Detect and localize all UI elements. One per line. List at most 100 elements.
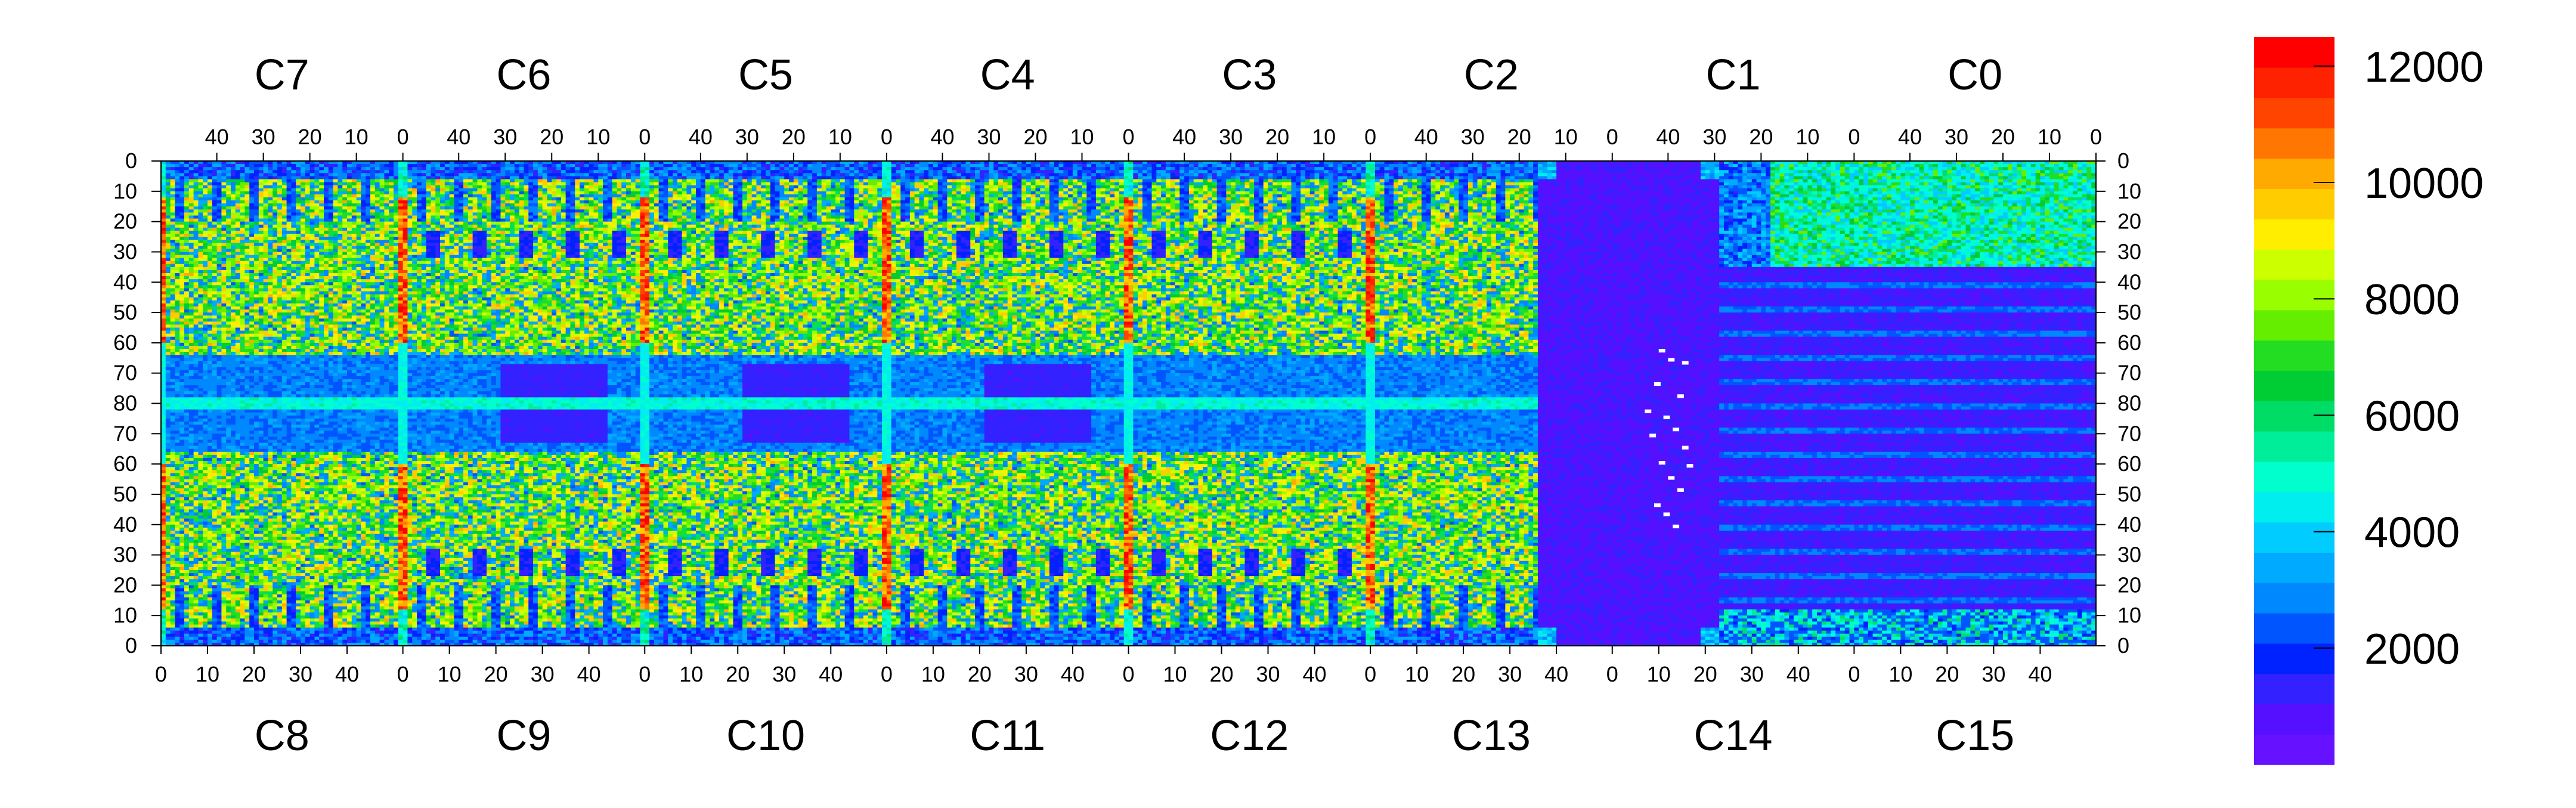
heatmap-cell [1817,173,1822,177]
heatmap-cell [1668,164,1673,168]
heatmap-cell [608,167,612,171]
heatmap-cell [1738,164,1742,168]
heatmap-cell [324,173,329,177]
heatmap-cell [1021,170,1026,174]
heatmap-cell [1938,170,1943,174]
heatmap-cell [370,173,375,177]
heatmap-cell [598,170,603,174]
heatmap-cell [1761,164,1766,168]
heatmap-cell [1933,173,1938,177]
heatmap-cell [324,164,329,168]
heatmap-cell [696,173,701,177]
heatmap-cell [598,176,603,179]
heatmap-cell [1868,164,1873,168]
heatmap-cell [1784,164,1789,168]
heatmap-cell [784,170,789,174]
heatmap-cell [1589,167,1594,171]
heatmap-cell [1505,167,1510,171]
heatmap-cell [1714,173,1719,177]
heatmap-cell [1561,167,1566,171]
heatmap-cell [1538,170,1543,174]
heatmap-cell [686,176,691,179]
heatmap-cell [1175,173,1180,177]
heatmap-cell [705,164,710,168]
heatmap-cell [1919,164,1924,168]
heatmap-cell [1724,170,1729,174]
heatmap-cell [1231,164,1236,168]
heatmap-cell [752,173,757,177]
heatmap-cell [1124,170,1129,174]
heatmap-cell [1133,170,1138,174]
heatmap-cell [775,173,780,177]
heatmap-cell [301,170,305,174]
heatmap-cell [705,170,710,174]
heatmap-cell [1101,173,1106,177]
heatmap-cell [1952,173,1956,177]
heatmap-cell [1124,164,1129,168]
heatmap-cell [361,164,366,168]
heatmap-cell [831,167,835,171]
heatmap-cell [2003,167,2008,171]
heatmap-cell [663,167,668,171]
heatmap-cell [1203,164,1208,168]
heatmap-cell [226,173,231,177]
heatmap-cell [1798,164,1803,168]
heatmap-cell [1473,167,1478,171]
heatmap-cell [226,176,231,179]
heatmap-cell [1561,173,1566,177]
heatmap-cell [1803,164,1808,168]
heatmap-cell [1045,167,1049,171]
heatmap-cell [1659,167,1664,171]
heatmap-cell [1733,164,1738,168]
heatmap-cell [1119,170,1124,174]
heatmap-cell [1766,164,1770,168]
heatmap-cell [668,173,673,177]
heatmap-cell [733,173,738,177]
heatmap-cell [691,170,696,174]
heatmap-cell [1719,173,1724,177]
heatmap-cell [1152,173,1157,177]
heatmap-cell [1835,167,1840,171]
heatmap-cell [268,170,273,174]
heatmap-cell [621,170,626,174]
heatmap-cell [1254,167,1259,171]
heatmap-cell [915,173,919,177]
heatmap-cell [1947,173,1952,177]
heatmap-cell [1561,170,1566,174]
heatmap-cell [580,176,584,179]
heatmap-cell [1673,170,1677,174]
heatmap-cell [1961,173,1966,177]
heatmap-cell [705,176,710,179]
heatmap-cell [249,173,254,177]
heatmap-cell [1528,167,1533,171]
heatmap-cell [956,164,961,168]
heatmap-cell [1268,173,1273,177]
heatmap-cell [1538,173,1543,177]
heatmap-cell [938,173,943,177]
heatmap-cell [384,170,389,174]
heatmap-cell [961,173,966,177]
heatmap-cell [1324,170,1329,174]
heatmap-cell [1812,170,1817,174]
heatmap-cell [1891,170,1896,174]
heatmap-cell [1742,167,1747,171]
heatmap-cell [1463,170,1468,174]
heatmap-cell [1347,173,1352,177]
heatmap-cell [296,164,301,168]
heatmap-cell [1119,164,1124,168]
heatmap-cell [389,170,394,174]
heatmap-cell [2082,173,2087,177]
heatmap-cell [1338,164,1343,168]
heatmap-cell [1608,170,1612,174]
heatmap-cell [794,167,798,171]
heatmap-cell [1063,173,1068,177]
heatmap-cell [1952,167,1956,171]
heatmap-cell [1850,167,1854,171]
heatmap-cell [561,164,566,168]
heatmap-cell [1696,167,1701,171]
heatmap-cell [1649,164,1654,168]
heatmap-cell [603,167,608,171]
heatmap-cell [1254,173,1259,177]
heatmap-cell [1854,164,1859,168]
heatmap-cell [1910,167,1915,171]
